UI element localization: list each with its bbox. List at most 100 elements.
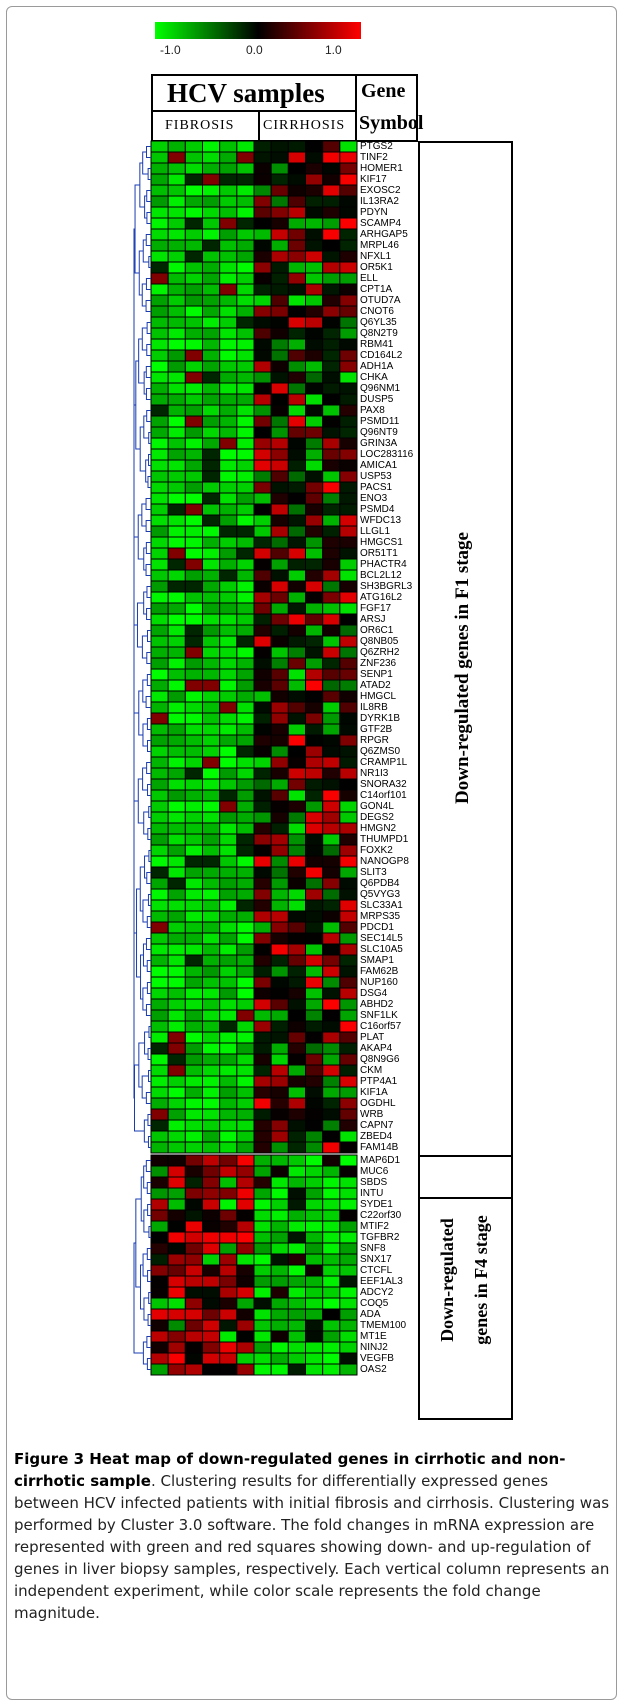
heatmap-cell: [287, 789, 306, 802]
heatmap-cell: [236, 1330, 255, 1343]
heatmap-cell: [236, 1231, 255, 1244]
heatmap-cell: [184, 338, 203, 351]
heatmap-cell: [270, 1319, 289, 1332]
heatmap-cell: [270, 536, 289, 549]
heatmap-cell: [184, 657, 203, 670]
heatmap-cell: [287, 437, 306, 450]
heatmap-cell: [150, 635, 169, 648]
heatmap-cell: [184, 206, 203, 219]
heatmap-cell: [339, 888, 358, 901]
heatmap-cell: [305, 1275, 324, 1288]
heatmap-cell: [150, 591, 169, 604]
heatmap-cell: [167, 1297, 186, 1310]
heatmap-cell: [219, 613, 238, 626]
heatmap-cell: [236, 151, 255, 164]
dendrogram-branch: [135, 360, 141, 450]
dendrogram-branch: [139, 426, 146, 472]
heatmap-cell: [322, 206, 341, 219]
heatmap-cell: [322, 1031, 341, 1044]
gene-label: SYDE1: [360, 1199, 393, 1210]
heatmap-cell: [219, 459, 238, 472]
heatmap-cell: [339, 965, 358, 978]
heatmap-cell: [322, 723, 341, 736]
heatmap-cell: [167, 767, 186, 780]
heatmap-cell: [150, 558, 169, 571]
dendrogram-branch: [147, 1314, 151, 1326]
heatmap-cell: [184, 294, 203, 307]
heatmap-cell: [150, 987, 169, 1000]
heatmap-cell: [202, 679, 221, 692]
heatmap-cell: [150, 371, 169, 384]
heatmap-cell: [287, 580, 306, 593]
gene-label: GTF2B: [360, 724, 393, 735]
heatmap-cell: [339, 206, 358, 219]
heatmap-cell: [236, 1363, 255, 1376]
heatmap-cell: [287, 536, 306, 549]
heatmap-cell: [253, 701, 272, 714]
heatmap-cell: [150, 1176, 169, 1189]
heatmap-cell: [339, 1264, 358, 1277]
heatmap-cell: [270, 195, 289, 208]
heatmap-cell: [150, 437, 169, 450]
heatmap-cell: [287, 613, 306, 626]
heatmap-cell: [305, 657, 324, 670]
heatmap-cell: [253, 382, 272, 395]
heatmap-cell: [322, 690, 341, 703]
heatmap-cell: [322, 998, 341, 1011]
heatmap-cell: [184, 745, 203, 758]
heatmap-cell: [150, 712, 169, 725]
heatmap-cell: [253, 1341, 272, 1354]
heatmap-cell: [305, 591, 324, 604]
gene-label: MAP6D1: [360, 1155, 401, 1166]
gene-label: SNF8: [360, 1243, 386, 1254]
heatmap-cell: [202, 459, 221, 472]
heatmap-cell: [339, 1042, 358, 1055]
heatmap-cell: [322, 1075, 341, 1088]
heatmap-cell: [270, 294, 289, 307]
heatmap-cell: [322, 525, 341, 538]
heatmap-cell: [322, 1330, 341, 1343]
heatmap-cell: [150, 569, 169, 582]
heatmap-cell: [184, 514, 203, 527]
heatmap-cell: [287, 888, 306, 901]
heatmap-cell: [339, 371, 358, 384]
heatmap-cell: [287, 1308, 306, 1321]
heatmap-cell: [322, 1253, 341, 1266]
heatmap-cell: [150, 1330, 169, 1343]
heatmap-cell: [305, 1130, 324, 1143]
heatmap-cell: [167, 591, 186, 604]
heatmap-cell: [339, 844, 358, 857]
heatmap-cell: [150, 954, 169, 967]
heatmap-cell: [167, 272, 186, 285]
heatmap-cell: [270, 1231, 289, 1244]
heatmap-cell: [236, 998, 255, 1011]
heatmap-cell: [270, 987, 289, 1000]
heatmap-cell: [287, 833, 306, 846]
heatmap-cell: [253, 888, 272, 901]
heatmap-cell: [202, 690, 221, 703]
heatmap-cell: [219, 382, 238, 395]
heatmap-cell: [287, 272, 306, 285]
heatmap-cell: [219, 833, 238, 846]
heatmap-cell: [253, 316, 272, 329]
heatmap-cell: [270, 613, 289, 626]
heatmap-cell: [184, 1363, 203, 1376]
heatmap-cell: [253, 690, 272, 703]
heatmap-cell: [305, 558, 324, 571]
heatmap-cell: [305, 1319, 324, 1332]
heatmap-cell: [287, 965, 306, 978]
heatmap-cell: [236, 305, 255, 318]
dendrogram-branch: [147, 1048, 151, 1060]
heatmap-cell: [322, 162, 341, 175]
heatmap-cell: [202, 481, 221, 494]
heatmap-cell: [287, 173, 306, 186]
gene-label: DSG4: [360, 988, 388, 999]
dendrogram-branch: [143, 591, 147, 615]
heatmap-cell: [219, 624, 238, 637]
heatmap-cell: [322, 646, 341, 659]
heatmap-cell: [184, 1297, 203, 1310]
heatmap-cell: [322, 1064, 341, 1077]
heatmap-cell: [305, 162, 324, 175]
heatmap-cell: [184, 855, 203, 868]
heatmap-cell: [202, 778, 221, 791]
